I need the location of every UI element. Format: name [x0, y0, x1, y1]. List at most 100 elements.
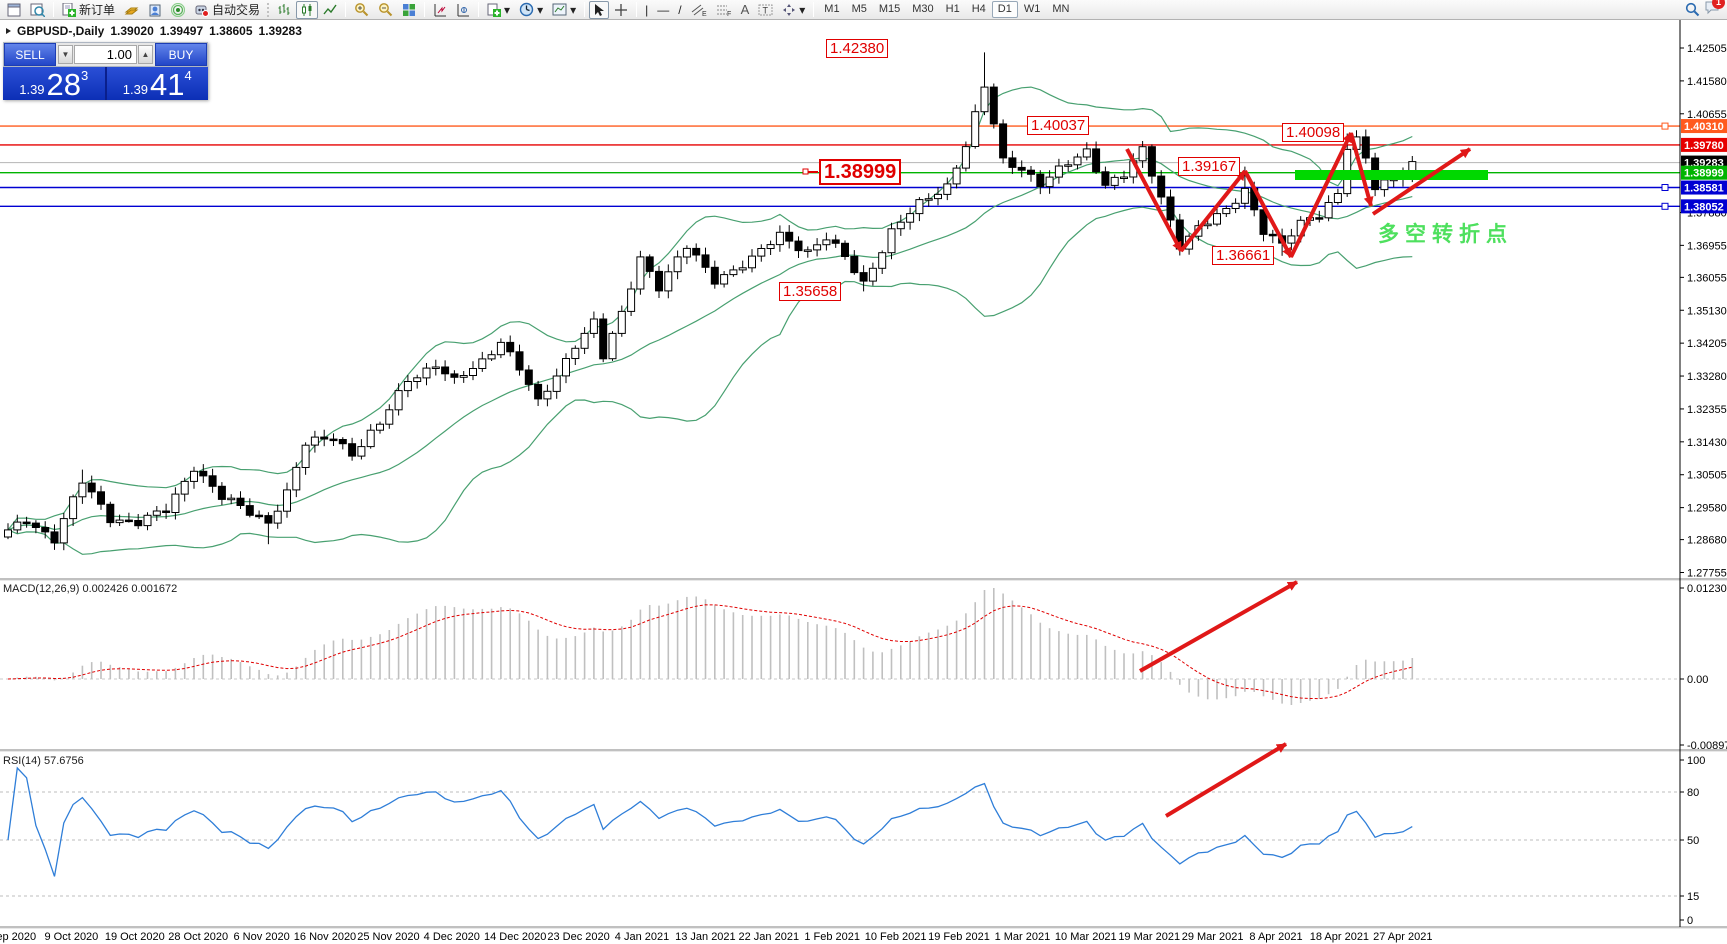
sell-price[interactable]: 1.39 28 3 [3, 67, 105, 100]
date-label: 9 Sep 2020 [0, 931, 36, 943]
timeframe-W1[interactable]: W1 [1023, 3, 1041, 15]
trend-arrow[interactable] [1289, 132, 1353, 258]
trend-arrow[interactable] [1125, 148, 1183, 252]
volume-increase-button[interactable]: ▲ [138, 45, 153, 64]
timeframe-M30[interactable]: M30 [912, 3, 934, 15]
buy-button[interactable]: BUY [155, 43, 207, 66]
axis-tick-label: 1.36955 [1687, 240, 1727, 252]
candle-body [878, 252, 887, 269]
cursor-tool-button[interactable] [589, 0, 610, 19]
autotrading-button[interactable]: 自动交易 [190, 1, 264, 19]
date-label: 1 Feb 2021 [804, 931, 860, 943]
indicator-window-button[interactable] [429, 1, 451, 19]
axis-price-flag-text: 1.38052 [1684, 201, 1724, 213]
trend-arrow[interactable] [1179, 169, 1247, 253]
price-label-1.40037[interactable]: 1.40037 [1027, 116, 1090, 135]
candle-body [97, 491, 105, 505]
template-dropdown[interactable]: ▾ [548, 1, 580, 19]
timeframe-D1[interactable]: D1 [991, 1, 1018, 18]
buy-price-pipette: 4 [184, 68, 192, 83]
chart-profile-button[interactable] [26, 1, 49, 19]
candle-body [41, 527, 50, 533]
hline-handle[interactable] [1661, 122, 1669, 130]
bar-chart-button[interactable] [273, 1, 295, 19]
separator [636, 2, 638, 17]
timeframe-M15[interactable]: M15 [878, 3, 901, 15]
annotation-text[interactable]: 多空转折点 [1378, 223, 1513, 246]
candle-body [450, 373, 459, 378]
candle-body [478, 358, 487, 369]
candle-body [943, 183, 952, 195]
sell-button[interactable]: SELL [4, 43, 56, 66]
candle-body [701, 254, 710, 268]
trend-arrow[interactable] [1349, 132, 1374, 207]
price-label-1.42380[interactable]: 1.42380 [826, 39, 889, 58]
zoom-in-button[interactable] [350, 1, 373, 19]
green-highlight-bar[interactable] [1295, 170, 1488, 180]
price-label-1.35658[interactable]: 1.35658 [779, 282, 842, 301]
zoom-out-button[interactable] [374, 1, 397, 19]
tile-windows-button[interactable] [398, 1, 420, 19]
line-chart-button[interactable] [319, 1, 341, 19]
ohlc-close: 1.39283 [258, 24, 302, 38]
candle-body [50, 531, 59, 544]
arrows-dropdown[interactable]: ▾ [778, 1, 809, 19]
candle-body [143, 514, 152, 527]
equidistant-channel-tool[interactable]: E [687, 1, 711, 19]
trend-arrow[interactable] [1371, 147, 1472, 216]
price-label-1.38999[interactable]: 1.38999 [819, 159, 902, 185]
navigator-button[interactable] [167, 1, 189, 19]
price-label-1.39167[interactable]: 1.39167 [1178, 157, 1241, 176]
buy-price[interactable]: 1.39 41 4 [106, 67, 208, 100]
volume-decrease-button[interactable]: ▼ [58, 45, 73, 64]
candle-body [320, 436, 329, 440]
hline-handle[interactable] [1661, 184, 1669, 191]
data-window-button[interactable] [144, 1, 166, 19]
candle-body [115, 519, 124, 524]
candle-body [1240, 187, 1249, 204]
one-click-trading-panel: SELL ▼ 1.00 ▲ BUY 1.39 28 3 1.39 41 4 [3, 42, 208, 100]
text-label-tool[interactable]: T [754, 1, 777, 19]
new-order-button[interactable]: 新订单 [58, 1, 119, 19]
trendline-tool[interactable]: / [674, 1, 685, 19]
market-watch-button[interactable] [120, 1, 143, 19]
volume-input[interactable]: 1.00 [74, 45, 137, 64]
candlestick-chart-button[interactable] [296, 0, 319, 19]
timeframe-H4[interactable]: H4 [971, 3, 986, 15]
trend-arrow[interactable] [1243, 170, 1293, 258]
hline-handle[interactable] [1661, 202, 1669, 210]
horizontal-line-tool[interactable]: — [653, 1, 673, 19]
candle-body [971, 111, 980, 147]
candle-body [803, 249, 812, 252]
trend-arrow[interactable] [1164, 742, 1288, 818]
volume-control: ▼ 1.00 ▲ [56, 43, 155, 66]
timeframe-M1[interactable]: M1 [824, 3, 840, 15]
add-indicator-dropdown[interactable]: ▾ [483, 1, 514, 19]
candle-body [496, 341, 505, 356]
fibonacci-tool[interactable]: F [712, 1, 736, 19]
timeframe-M5[interactable]: M5 [851, 3, 867, 15]
new-chart-button[interactable] [3, 1, 25, 19]
new-chart-icon [7, 3, 21, 16]
period-dropdown[interactable]: ▾ [515, 1, 547, 19]
candle-body [124, 519, 133, 523]
timeframe-H1[interactable]: H1 [945, 3, 960, 15]
trend-arrow[interactable] [1139, 580, 1298, 673]
candle-body [515, 351, 524, 371]
symbol-info: GBPUSD-,Daily 1.39020 1.39497 1.38605 1.… [6, 24, 302, 38]
date-label: 18 Apr 2021 [1310, 931, 1369, 943]
candle-body [1054, 165, 1063, 178]
clock-icon [519, 2, 534, 17]
symbol-marker-icon [6, 28, 11, 34]
crosshair-tool-button[interactable] [610, 1, 632, 19]
text-tool[interactable]: A [737, 1, 754, 19]
chat-button[interactable]: 1 [1704, 0, 1725, 20]
price-label-1.40098[interactable]: 1.40098 [1282, 123, 1345, 142]
timeframe-MN[interactable]: MN [1052, 3, 1070, 15]
candle-body [636, 256, 645, 290]
search-icon[interactable] [1685, 2, 1700, 17]
vertical-line-tool[interactable]: | [641, 1, 652, 19]
indicator-list-button[interactable] [452, 1, 474, 19]
price-label-1.36661[interactable]: 1.36661 [1212, 246, 1275, 265]
